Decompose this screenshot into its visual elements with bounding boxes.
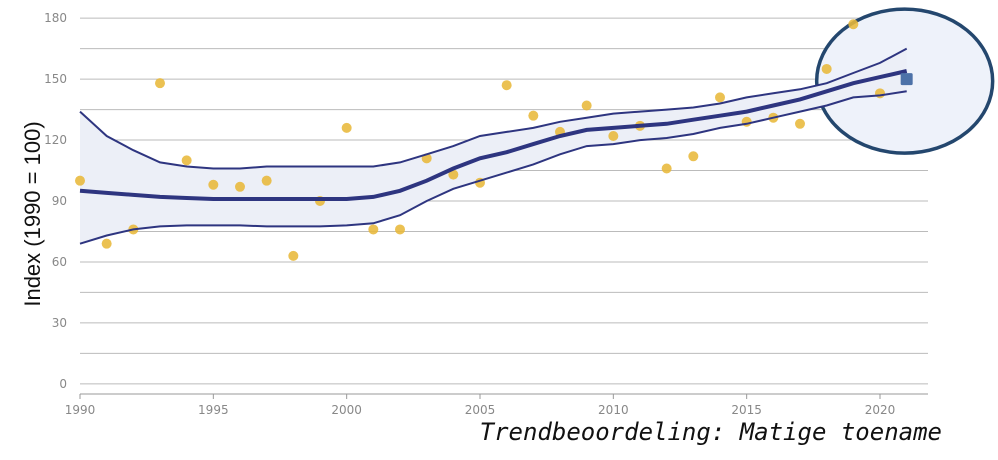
lower-bound-line <box>79 90 907 245</box>
trend-line <box>79 69 908 201</box>
data-point <box>155 78 165 89</box>
x-axis: 1990 1995 2000 2005 2010 2015 2020 <box>65 393 928 417</box>
data-point <box>688 151 699 162</box>
data-point <box>501 80 512 91</box>
data-point <box>368 224 379 235</box>
trend-lines <box>79 47 908 245</box>
data-point <box>395 224 405 235</box>
y-tick-label: 90 <box>52 194 67 208</box>
last-point-group <box>900 73 913 86</box>
data-point <box>341 122 352 133</box>
y-tick-label: 180 <box>44 11 67 25</box>
data-point <box>875 88 885 99</box>
data-point <box>235 181 245 192</box>
x-tick-label: 2015 <box>731 403 762 417</box>
latest-value-marker <box>900 73 913 86</box>
data-point <box>795 118 805 129</box>
y-tick-label: 0 <box>59 377 67 391</box>
trend-assessment-text: Trendbeoordeling: Matige toename <box>479 418 942 446</box>
data-points <box>75 19 885 261</box>
data-point <box>101 238 112 249</box>
data-point <box>288 250 299 261</box>
data-point <box>661 163 672 174</box>
data-point <box>821 63 832 74</box>
data-point <box>208 179 219 190</box>
data-point <box>581 100 592 111</box>
x-tick-label: 1995 <box>198 403 229 417</box>
data-point <box>715 92 725 103</box>
x-tick-label: 2020 <box>865 403 896 417</box>
confidence-band-area <box>80 48 907 244</box>
y-axis-label: Index (1990 = 100) <box>20 121 45 306</box>
y-tick-label: 120 <box>44 133 67 147</box>
y-tick-label: 60 <box>52 255 67 269</box>
confidence-band <box>80 48 907 244</box>
data-point <box>448 169 459 180</box>
x-tick-label: 2005 <box>465 403 496 417</box>
y-tick-label: 150 <box>44 72 67 86</box>
data-point <box>608 130 619 141</box>
data-point <box>261 175 272 186</box>
data-point <box>75 175 85 186</box>
data-point <box>848 19 859 30</box>
x-tick-label: 2010 <box>598 403 629 417</box>
data-point <box>528 110 539 121</box>
x-tick-label: 1990 <box>65 403 96 417</box>
upper-bound-line <box>79 47 908 170</box>
y-axis: 0 30 60 90 120 150 180 <box>44 11 67 391</box>
y-tick-label: 30 <box>52 316 67 330</box>
x-tick-label: 2000 <box>331 403 362 417</box>
data-point <box>181 155 192 166</box>
